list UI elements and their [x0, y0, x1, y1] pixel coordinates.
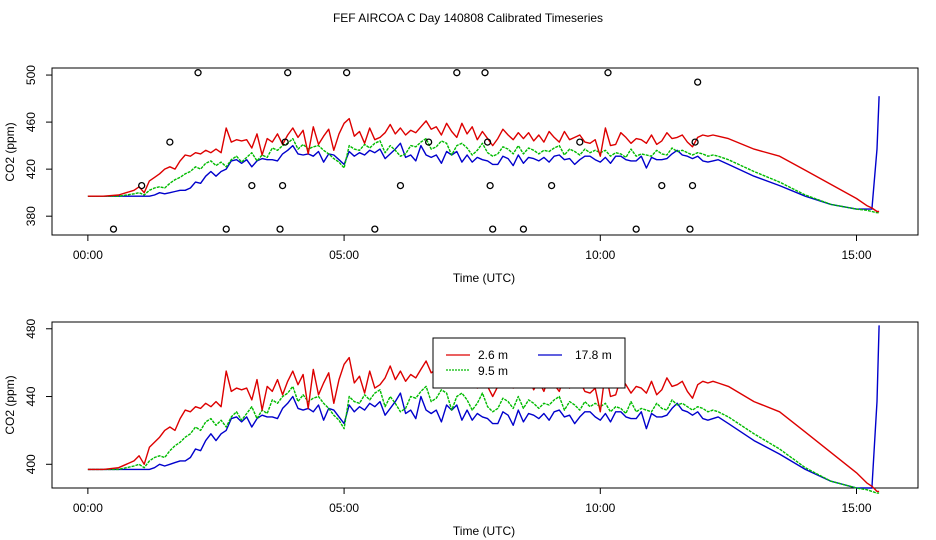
scatter-point — [658, 181, 666, 190]
top-scatter-points — [109, 69, 702, 233]
scatter-point — [424, 138, 433, 146]
scatter-point — [632, 225, 640, 233]
scatter-point — [371, 225, 379, 233]
x-tick-label: 15:00 — [841, 248, 871, 262]
y-tick-label: 500 — [24, 65, 38, 85]
scatter-point — [138, 181, 146, 190]
series-line-9-5-m — [87, 137, 880, 214]
legend-label-9-5m: 9.5 m — [478, 364, 508, 378]
bottom-x-axis-label: Time (UTC) — [453, 524, 515, 538]
scatter-point — [284, 69, 292, 77]
legend: 2.6 m 17.8 m 9.5 m — [432, 337, 626, 389]
bottom-y-axis: 400 440 480 — [24, 318, 52, 474]
x-tick-label: 00:00 — [73, 248, 103, 262]
y-tick-label: 420 — [24, 159, 38, 179]
legend-label-2-6m: 2.6 m — [478, 348, 508, 362]
top-x-axis: 00:00 05:00 10:00 15:00 — [73, 235, 872, 262]
series-line-2-6-m — [87, 117, 880, 213]
top-panel: 00:00 05:00 10:00 15:00 380 420 460 500 Time (… — [3, 65, 919, 285]
scatter-point — [194, 69, 202, 77]
bottom-y-axis-label: CO2 (ppm) — [3, 375, 17, 434]
figure-title: FEF AIRCOA C Day 140808 Calibrated Times… — [333, 11, 603, 25]
x-tick-label: 05:00 — [329, 501, 359, 515]
legend-label-17-8m: 17.8 m — [575, 348, 612, 362]
scatter-point — [691, 138, 699, 146]
scatter-point — [694, 78, 702, 86]
top-y-axis-label: CO2 (ppm) — [3, 122, 17, 181]
scatter-point — [396, 181, 405, 190]
y-tick-label: 480 — [24, 318, 38, 338]
scatter-point — [166, 138, 174, 146]
scatter-point — [686, 225, 694, 233]
scatter-point — [547, 181, 556, 190]
scatter-point — [489, 225, 497, 233]
y-tick-label: 380 — [24, 206, 38, 226]
scatter-point — [519, 225, 528, 233]
scatter-point — [486, 181, 494, 190]
scatter-point — [576, 138, 584, 146]
scatter-point — [109, 225, 118, 233]
scatter-point — [342, 69, 351, 77]
scatter-point — [688, 181, 697, 190]
x-tick-label: 00:00 — [73, 501, 103, 515]
y-tick-label: 460 — [24, 112, 38, 132]
x-tick-label: 15:00 — [841, 501, 871, 515]
series-line-17-8-m — [87, 96, 880, 210]
x-tick-label: 10:00 — [585, 501, 615, 515]
x-tick-label: 05:00 — [329, 248, 359, 262]
top-series-lines — [87, 96, 880, 214]
y-tick-label: 400 — [24, 454, 38, 474]
scatter-point — [281, 138, 289, 146]
x-tick-label: 10:00 — [585, 248, 615, 262]
series-line-17-8-m — [87, 325, 880, 489]
scatter-point — [481, 69, 489, 77]
bottom-x-axis: 00:00 05:00 10:00 15:00 — [73, 488, 872, 515]
scatter-point — [278, 181, 287, 190]
top-y-axis: 380 420 460 500 — [24, 65, 52, 226]
series-line-9-5-m — [87, 385, 880, 494]
scatter-point — [276, 225, 284, 233]
scatter-point — [483, 138, 492, 146]
y-tick-label: 440 — [24, 386, 38, 406]
bottom-panel: 00:00 05:00 10:00 15:00 400 440 480 Time (UTC… — [3, 318, 919, 538]
top-x-axis-label: Time (UTC) — [453, 271, 515, 285]
legend-box — [432, 337, 626, 389]
scatter-point — [222, 225, 230, 233]
scatter-point — [453, 69, 461, 77]
top-plot-frame — [51, 67, 919, 236]
bottom-plot-frame — [51, 321, 919, 489]
scatter-point — [604, 69, 612, 77]
scatter-point — [248, 181, 256, 190]
